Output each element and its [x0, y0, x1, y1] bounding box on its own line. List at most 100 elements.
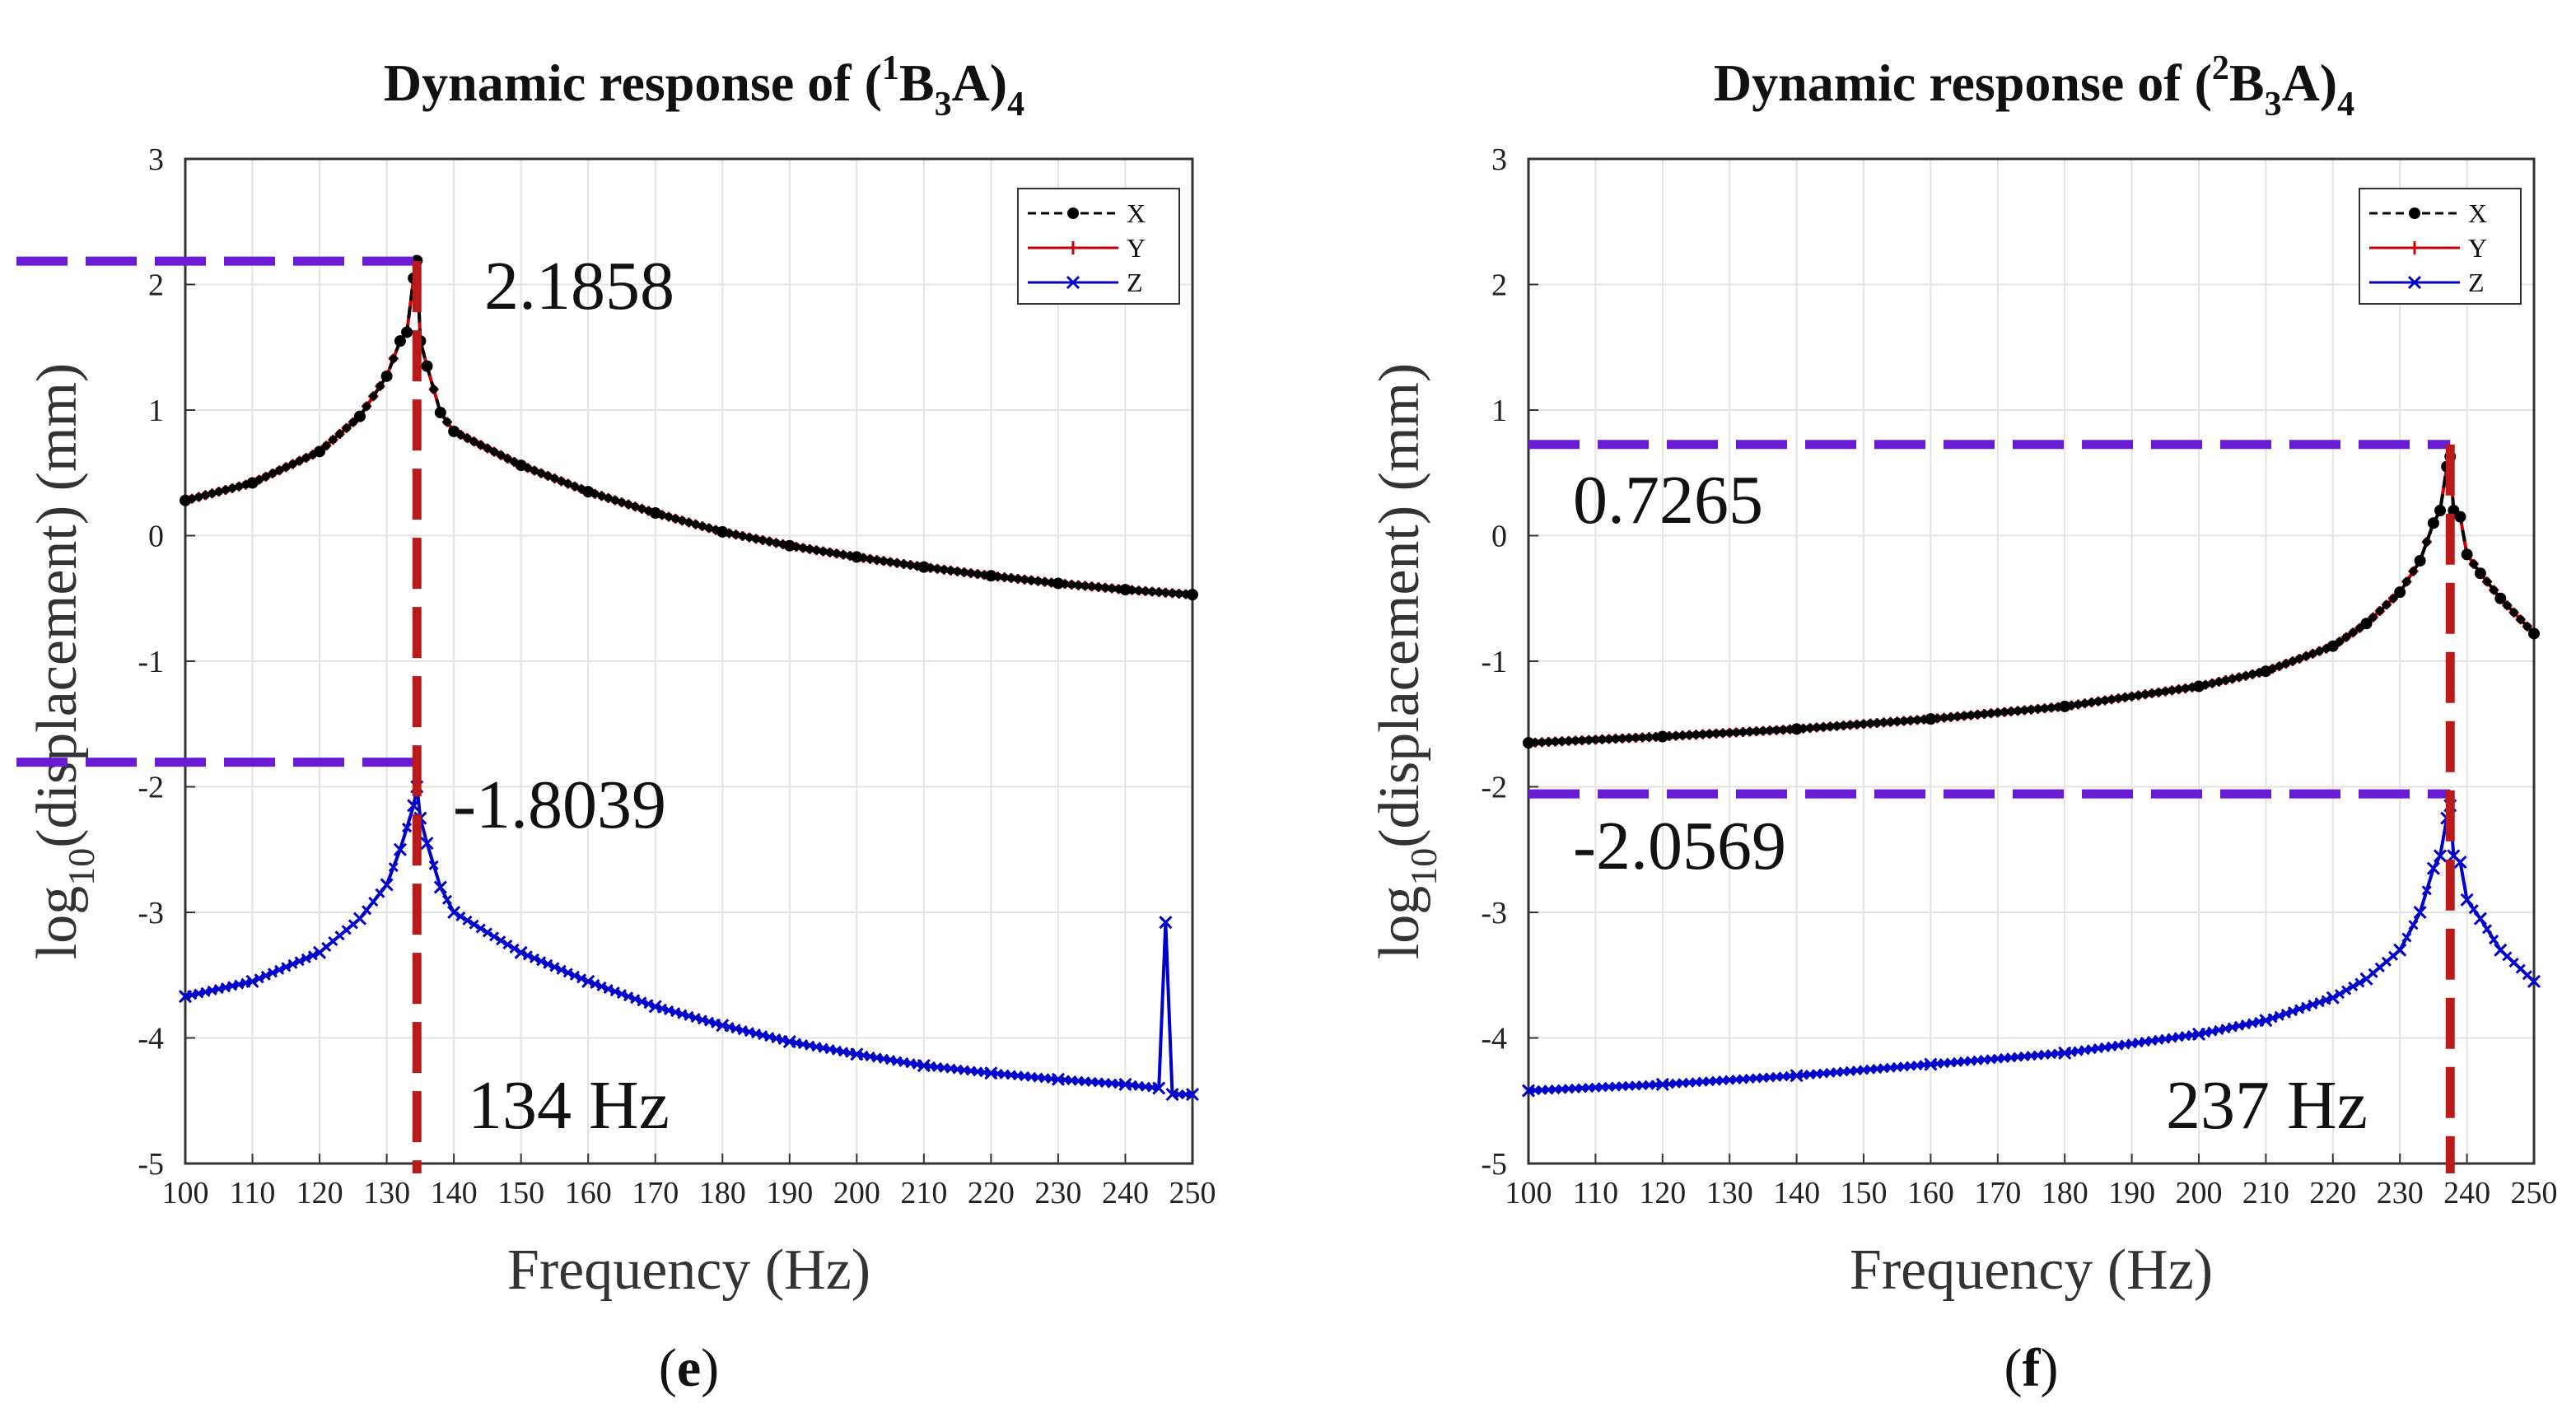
data-point — [2294, 1004, 2305, 1014]
data-point — [421, 360, 433, 372]
data-point — [1939, 713, 1948, 722]
data-point — [1625, 734, 1634, 743]
data-point — [872, 556, 881, 565]
data-point — [380, 370, 393, 382]
x-tick-label: 170 — [1974, 1176, 2021, 1210]
data-point — [288, 459, 297, 469]
legend-marker — [1067, 208, 1079, 219]
data-point — [866, 554, 875, 563]
data-point — [1655, 1077, 1669, 1091]
data-point — [536, 956, 547, 967]
data-point — [455, 911, 466, 921]
data-point — [1698, 730, 1707, 739]
data-point — [917, 561, 930, 573]
data-point — [1685, 730, 1694, 739]
legend-label-x: X — [2468, 198, 2487, 228]
data-point — [352, 912, 367, 926]
data-point — [1745, 727, 1754, 736]
data-point — [609, 986, 620, 997]
x-axis-label: Frequency (Hz) — [507, 1238, 870, 1302]
data-point — [2522, 622, 2532, 631]
data-point — [637, 504, 646, 513]
data-point — [730, 1024, 741, 1034]
data-point — [2421, 885, 2432, 896]
legend-box — [1017, 188, 1180, 305]
data-point — [690, 1013, 701, 1024]
data-point — [649, 507, 661, 520]
data-point — [295, 456, 304, 465]
data-point — [178, 990, 193, 1004]
data-point — [1656, 730, 1668, 743]
data-point — [2326, 640, 2339, 652]
data-point — [2127, 692, 2136, 701]
data-point — [2259, 1014, 2273, 1028]
data-point — [2368, 613, 2378, 622]
data-point — [2140, 690, 2149, 699]
data-point — [2461, 548, 2473, 561]
data-point — [959, 568, 968, 577]
data-point — [503, 454, 512, 463]
data-point — [2154, 688, 2163, 697]
data-point — [482, 927, 492, 938]
data-point — [2469, 559, 2478, 568]
data-point — [2221, 676, 2230, 685]
data-point — [1813, 723, 1822, 732]
data-point — [462, 915, 473, 926]
data-point — [2393, 943, 2407, 957]
data-point — [771, 1033, 782, 1044]
data-point — [2516, 615, 2525, 624]
data-point — [953, 567, 962, 576]
data-point — [832, 549, 841, 558]
data-point — [1766, 726, 1775, 735]
y-tick-label: -3 — [138, 896, 164, 930]
data-point — [1899, 716, 1908, 725]
data-point — [407, 799, 421, 813]
data-point — [2302, 651, 2311, 660]
data-point — [1564, 736, 1573, 745]
data-point — [716, 1019, 730, 1033]
text-span: Dynamic response of ( — [1714, 54, 2212, 112]
data-point — [2409, 567, 2418, 576]
z-peak-annotation: -1.8039 — [453, 767, 666, 843]
series-x — [180, 254, 1198, 601]
data-point — [1772, 725, 1781, 734]
x-tick-label: 200 — [833, 1176, 880, 1210]
legend-marker — [2407, 275, 2422, 290]
data-point — [2413, 905, 2427, 920]
data-point — [603, 983, 614, 995]
data-point — [1946, 712, 1955, 721]
data-point — [180, 494, 191, 506]
data-point — [819, 547, 828, 556]
data-point — [1014, 574, 1023, 583]
x-tick-label: 100 — [162, 1176, 209, 1210]
data-point — [1725, 728, 1734, 737]
data-point — [1108, 584, 1117, 593]
data-point — [1187, 589, 1198, 601]
data-point — [2334, 989, 2345, 1000]
data-point — [2528, 627, 2540, 640]
data-point — [731, 530, 740, 539]
data-point — [2114, 694, 2123, 703]
data-point — [2234, 673, 2243, 682]
data-point — [2342, 632, 2351, 641]
y-tick-label: 0 — [148, 520, 164, 554]
data-point — [764, 1032, 775, 1042]
data-point — [879, 557, 888, 566]
data-point — [2394, 586, 2406, 599]
legend-marker — [1066, 275, 1080, 290]
data-point — [562, 968, 573, 978]
data-point — [637, 996, 647, 1007]
data-point — [1119, 584, 1132, 596]
data-point — [1758, 726, 1767, 735]
data-point — [476, 441, 485, 450]
data-point — [433, 880, 447, 894]
text-span: 3 — [935, 86, 952, 124]
data-point — [1185, 1088, 1200, 1102]
data-point — [2414, 555, 2426, 567]
x-tick-label: 120 — [1639, 1176, 1686, 1210]
data-point — [463, 434, 472, 443]
data-point — [441, 894, 453, 905]
data-point — [509, 943, 520, 954]
data-point — [1521, 1084, 1536, 1098]
